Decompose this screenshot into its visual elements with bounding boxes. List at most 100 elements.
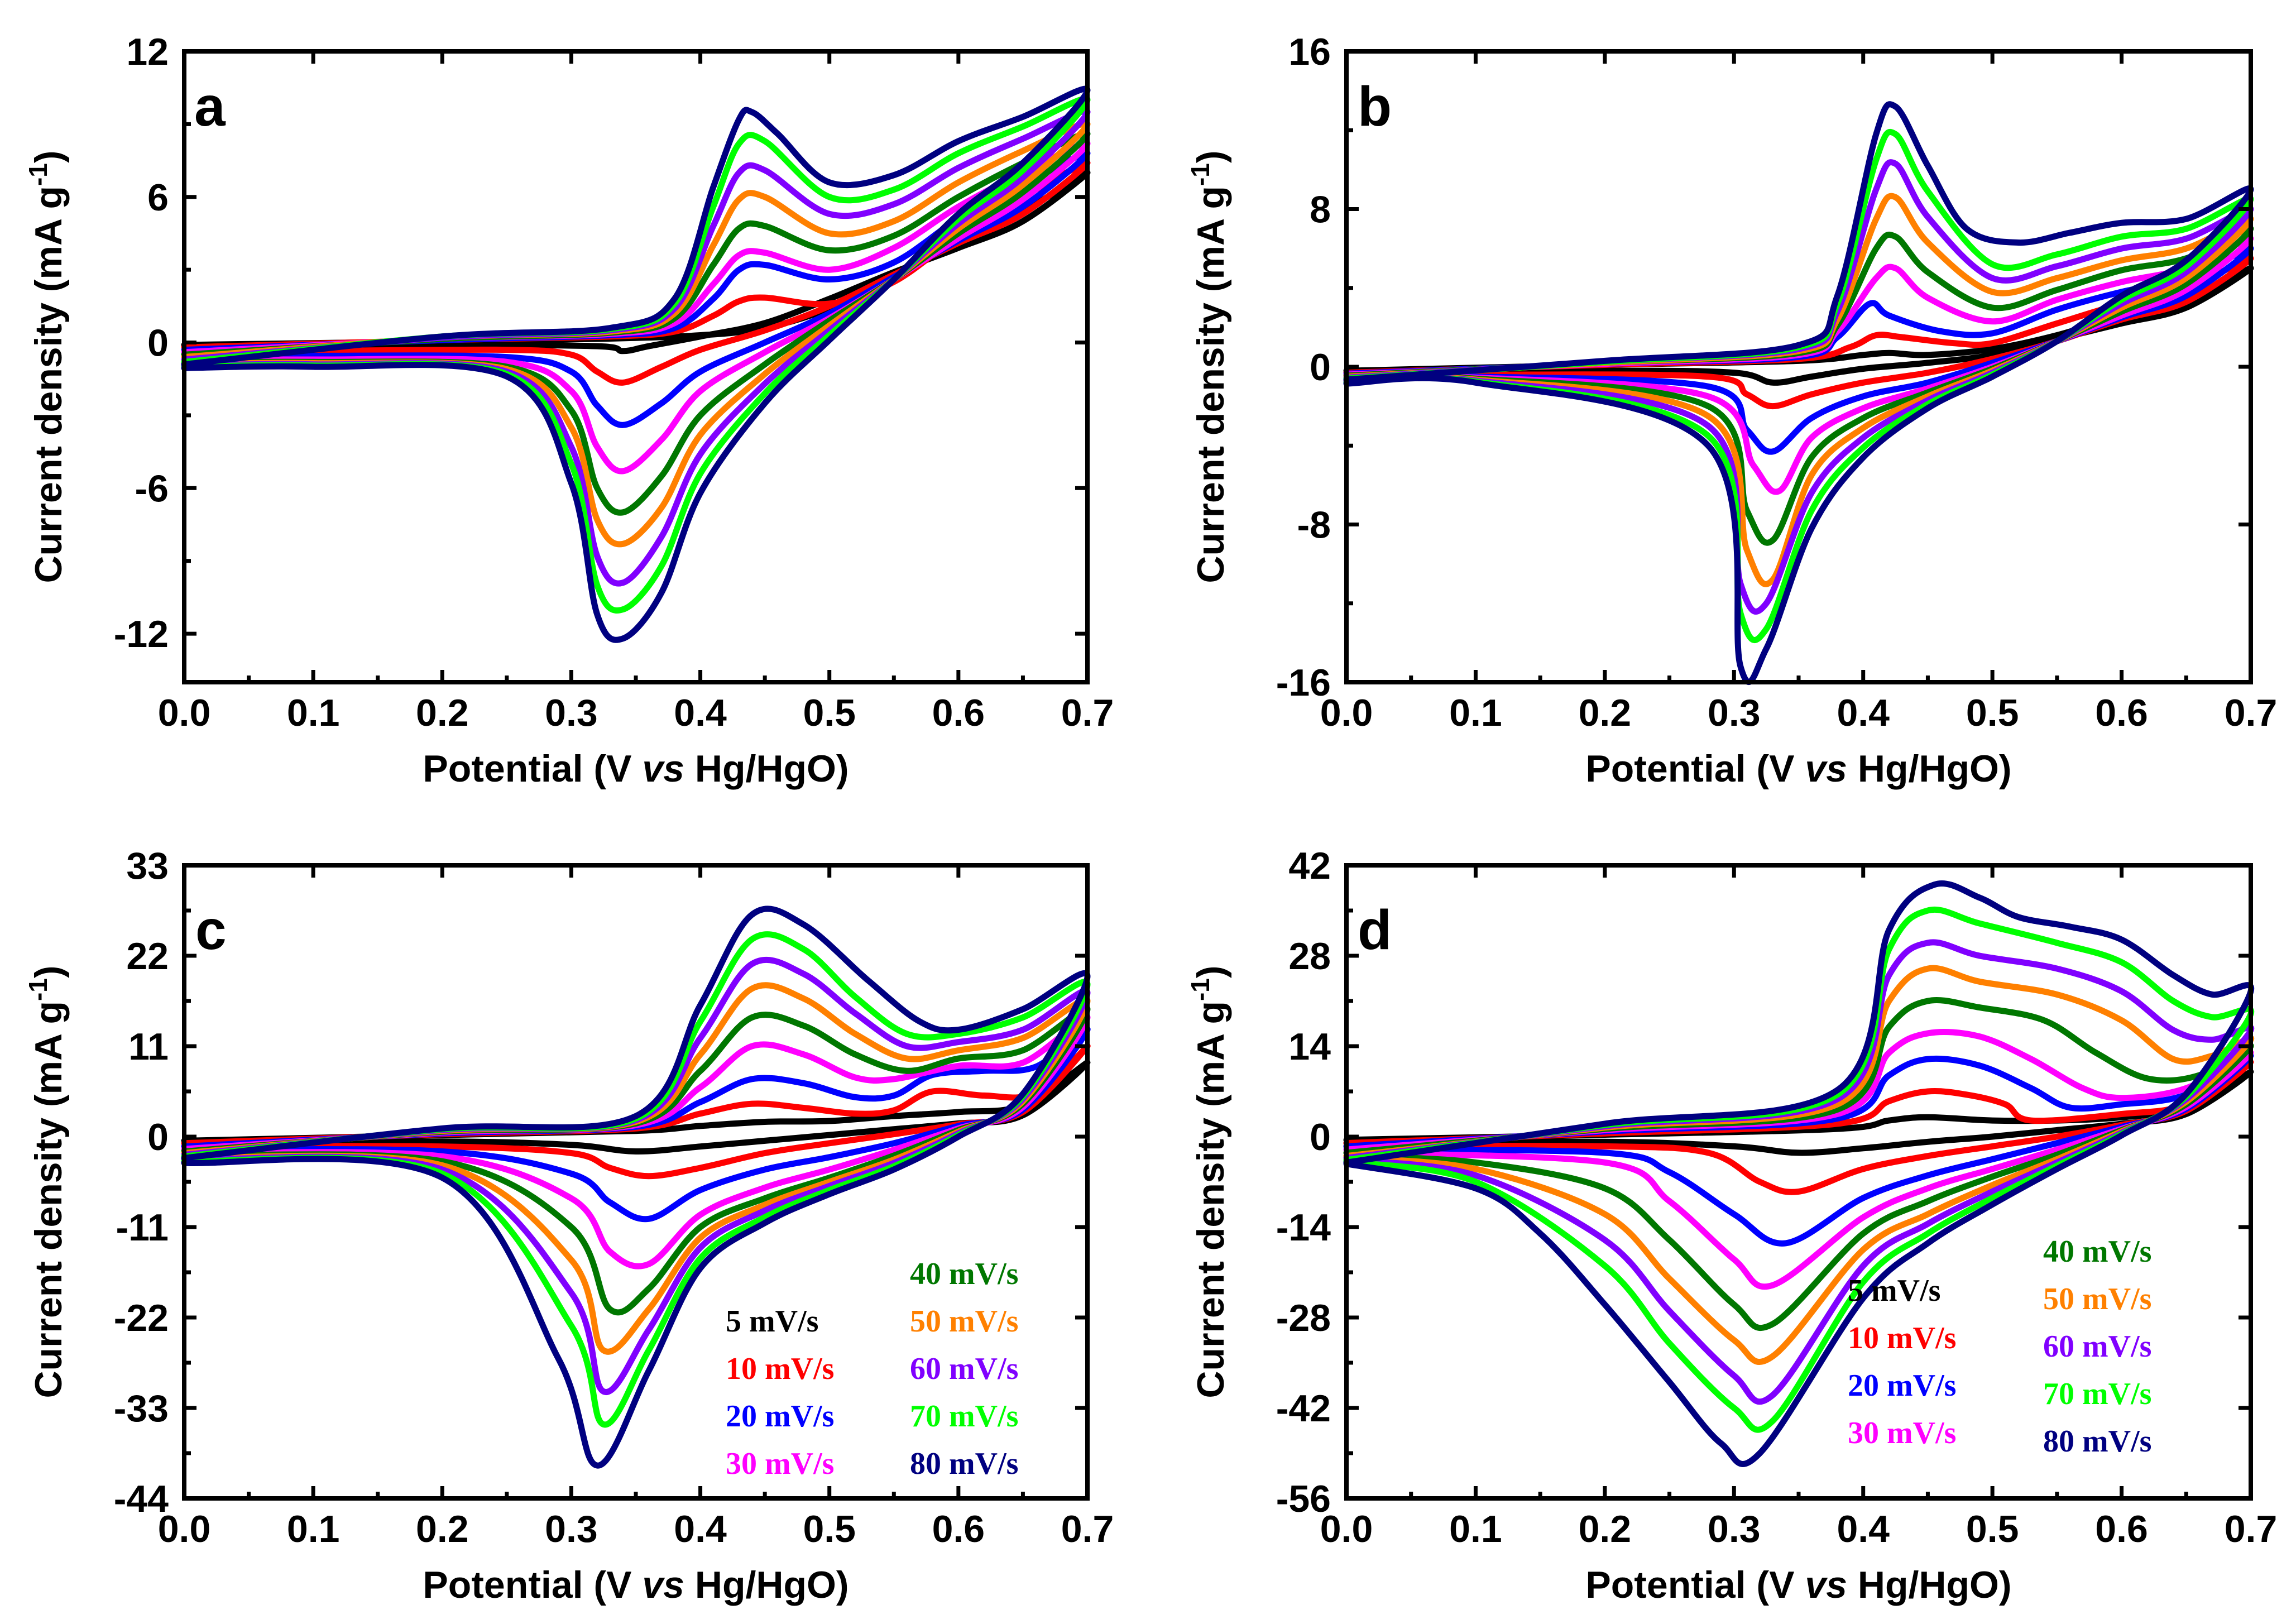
x-tick-label: 0.5: [803, 692, 856, 734]
x-axis-label: Potential (V vs Hg/HgO): [1585, 1564, 2011, 1606]
cv-curve-80-mvs: [181, 85, 1091, 643]
x-tick-label: 0.3: [1708, 1508, 1761, 1550]
cv-curve-30-mvs: [181, 140, 1091, 475]
cv-curves: [1343, 880, 2255, 1467]
cv-curve-20-mvs: [181, 150, 1091, 428]
legend-entry: 40 mV/s: [2043, 1234, 2151, 1269]
y-tick-label: 0: [1310, 1116, 1331, 1158]
y-tick-label: 16: [1288, 31, 1331, 73]
legend: 5 mV/s 10 mV/s 20 mV/s 30 mV/s 40 mV/s 50 mV/…: [1848, 1234, 2151, 1459]
legend-entry: 50 mV/s: [2043, 1282, 2151, 1316]
legend-entry: 30 mV/s: [1848, 1416, 1956, 1450]
y-tick-label: 6: [147, 176, 169, 219]
y-axis-label: Current density (mA g-1): [23, 965, 70, 1398]
y-tick-label: 42: [1288, 845, 1331, 887]
x-tick-label: 0.3: [1708, 692, 1761, 734]
panel-letter: b: [1358, 75, 1392, 138]
y-tick-label: 14: [1288, 1026, 1331, 1068]
legend-entry: 20 mV/s: [726, 1399, 834, 1434]
cv-curve-20-mvs: [1343, 1052, 2254, 1247]
y-tick-label: 12: [126, 31, 169, 73]
y-tick-label: 33: [126, 845, 169, 887]
panel-letter: d: [1358, 899, 1392, 961]
cv-curve-40-mvs: [181, 130, 1091, 516]
legend-entry: 80 mV/s: [910, 1446, 1018, 1481]
cv-curve-5-mvs: [1343, 265, 2254, 386]
panel-d: 0.0 0.1 0.2 0.3 0.4 0.5 0.6 0.7 42 28 14 0 -14 -28 -42…: [1186, 845, 2277, 1606]
panel-b: 0.0 0.1 0.2 0.3 0.4 0.5 0.6 0.7 16 8 0 -8 -16 Potenti…: [1186, 31, 2277, 790]
x-tick-label: 0.2: [416, 692, 469, 734]
legend: 5 mV/s 10 mV/s 20 mV/s 30 mV/s 40 mV/s 50 mV/…: [726, 1257, 1018, 1481]
cv-curve-80-mvs: [181, 906, 1091, 1469]
cv-curves: [181, 85, 1091, 643]
y-tick-label: 28: [1288, 935, 1331, 978]
y-tick-label: -12: [114, 613, 169, 655]
legend-entry: 70 mV/s: [2043, 1377, 2151, 1411]
x-tick-label: 0.0: [158, 692, 211, 734]
x-axis-label: Potential (V vs Hg/HgO): [1585, 748, 2011, 790]
y-axis-label: Current density (mA g-1): [1186, 150, 1232, 583]
y-tick-label: -22: [114, 1297, 169, 1339]
cv-curve-80-mvs: [1343, 101, 2254, 686]
y-tick-label: -44: [114, 1478, 169, 1520]
cv-curve-10-mvs: [1343, 255, 2254, 410]
x-tick-label: 0.6: [932, 692, 985, 734]
y-tick-label: -16: [1276, 662, 1331, 704]
legend-entry: 50 mV/s: [910, 1304, 1018, 1339]
x-tick-label: 0.5: [1966, 1508, 2019, 1550]
legend-entry: 5 mV/s: [1848, 1273, 1940, 1308]
x-tick-label: 0.0: [1320, 1508, 1373, 1550]
x-tick-label: 0.7: [1061, 692, 1114, 734]
y-tick-label: -42: [1276, 1387, 1331, 1430]
legend-entry: 60 mV/s: [2043, 1329, 2151, 1364]
y-tick-label: 11: [128, 1026, 169, 1068]
x-tick-label: 0.1: [287, 692, 340, 734]
x-tick-label: 0.1: [287, 1508, 340, 1550]
y-tick-label: -11: [116, 1206, 169, 1249]
panel-letter: c: [195, 899, 227, 961]
cv-curve-60-mvs: [181, 108, 1091, 587]
cv-curve-30-mvs: [181, 1013, 1091, 1270]
legend-entry: 60 mV/s: [910, 1352, 1018, 1386]
y-tick-label: 0: [1310, 346, 1331, 389]
x-tick-label: 0.4: [1837, 1508, 1890, 1550]
x-tick-label: 0.0: [158, 1508, 211, 1550]
x-tick-label: 0.3: [545, 1508, 598, 1550]
y-tick-label: 0: [147, 1116, 169, 1158]
x-tick-label: 0.4: [674, 692, 727, 734]
x-tick-label: 0.2: [416, 1508, 469, 1550]
legend-entry: 80 mV/s: [2043, 1424, 2151, 1459]
x-tick-label: 0.5: [803, 1508, 856, 1550]
cv-curve-50-mvs: [1343, 193, 2254, 587]
legend-entry: 30 mV/s: [726, 1446, 834, 1481]
y-axis-label: Current density (mA g-1): [1186, 965, 1232, 1398]
x-tick-label: 0.6: [2095, 1508, 2148, 1550]
x-tick-label: 0.7: [1061, 1508, 1114, 1550]
legend-entry: 10 mV/s: [726, 1352, 834, 1386]
x-tick-label: 0.4: [674, 1508, 727, 1550]
x-tick-label: 0.2: [1579, 692, 1632, 734]
cv-curve-40-mvs: [1343, 997, 2254, 1331]
x-tick-label: 0.4: [1837, 692, 1890, 734]
y-tick-label: 8: [1310, 189, 1331, 231]
y-tick-label: -56: [1276, 1478, 1331, 1520]
x-tick-label: 0.3: [545, 692, 598, 734]
legend-entry: 20 mV/s: [1848, 1368, 1956, 1403]
y-tick-label: -14: [1276, 1206, 1331, 1249]
cv-curves: [181, 906, 1091, 1469]
legend-entry: 10 mV/s: [1848, 1321, 1956, 1355]
panel-a: 0.0 0.1 0.2 0.3 0.4 0.5 0.6 0.7 12 6 0 -6 -12 Potenti…: [23, 31, 1114, 790]
x-tick-label: 0.7: [2225, 692, 2278, 734]
x-tick-label: 0.6: [2095, 692, 2148, 734]
y-tick-label: 22: [126, 935, 169, 978]
x-tick-label: 0.0: [1320, 692, 1373, 734]
x-axis-label: Potential (V vs Hg/HgO): [423, 1564, 849, 1606]
x-tick-label: 0.6: [932, 1508, 985, 1550]
legend-entry: 40 mV/s: [910, 1257, 1018, 1291]
y-tick-label: 0: [147, 322, 169, 365]
cv-curve-5-mvs: [1343, 1069, 2254, 1156]
panel-letter: a: [194, 75, 226, 138]
y-tick-label: -6: [135, 467, 169, 510]
cv-curve-30-mvs: [1343, 1029, 2254, 1290]
